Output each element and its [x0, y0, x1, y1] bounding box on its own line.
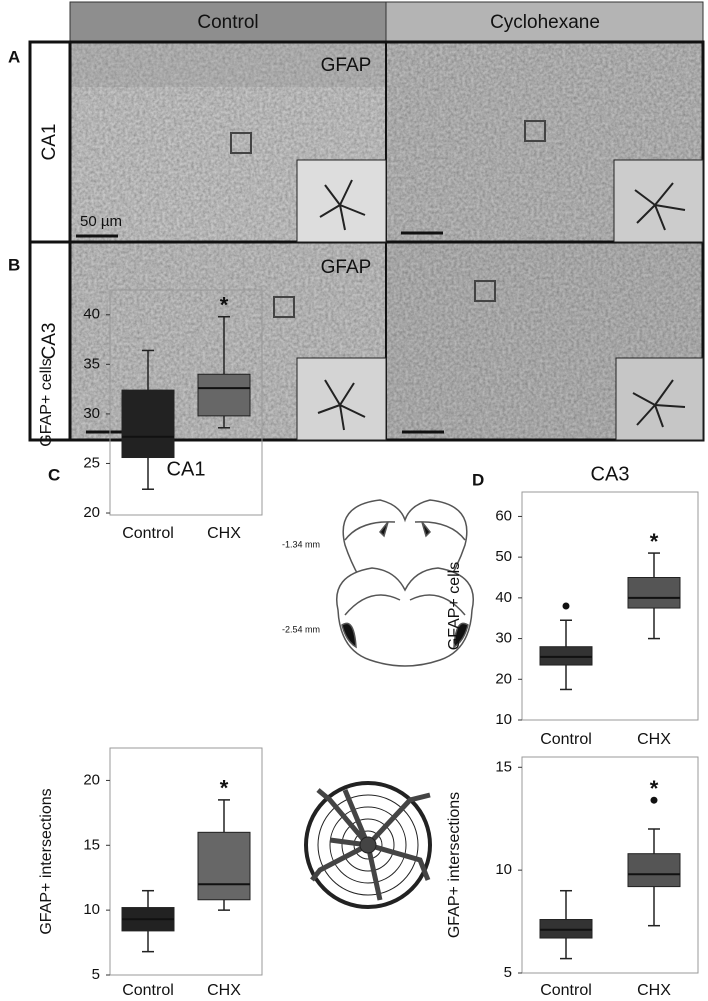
- y-tick-label: 5: [92, 966, 100, 983]
- outlier: [562, 602, 570, 610]
- x-tick-label: Control: [540, 982, 592, 999]
- y-tick-label: 20: [495, 670, 512, 687]
- box: [539, 646, 593, 666]
- plot-frame: [109, 289, 263, 516]
- x-tick-label: Control: [122, 982, 174, 999]
- y-axis-label: GFAP+ intersections: [446, 792, 463, 938]
- micrographs: [28, 40, 705, 442]
- y-tick-label: 30: [83, 405, 100, 422]
- x-tick-label: Control: [540, 731, 592, 748]
- y-tick-label: 10: [495, 711, 512, 728]
- section-label: -1.34 mm: [282, 539, 320, 549]
- plot-frame: [109, 747, 263, 976]
- header-cell: [385, 1, 704, 43]
- panel-label: A: [8, 47, 20, 66]
- astrocytes: [317, 179, 686, 431]
- significance: *: [650, 529, 659, 554]
- y-axis-label: GFAP+ cells: [38, 358, 55, 446]
- significance: *: [650, 776, 659, 801]
- panel-label: D: [472, 470, 484, 489]
- x-tick-label: CHX: [637, 982, 671, 999]
- scale-label: 50 µm: [80, 213, 122, 230]
- x-tick-label: CHX: [207, 525, 241, 542]
- outlier: [650, 796, 658, 804]
- x-tick-label: Control: [122, 525, 174, 542]
- y-tick-label: 25: [83, 454, 100, 471]
- y-tick-label: 35: [83, 355, 100, 372]
- y-tick-label: 50: [495, 548, 512, 565]
- stain-label: GFAP: [321, 55, 372, 76]
- chart-title: CA3: [591, 463, 630, 485]
- sholl-diagram: [304, 781, 432, 909]
- y-tick-label: 10: [83, 901, 100, 918]
- y-tick-label: 60: [495, 507, 512, 524]
- box: [627, 853, 681, 888]
- cell-layer: [70, 42, 386, 87]
- y-axis-label: GFAP+ cells: [446, 562, 463, 650]
- roi-box: [474, 280, 496, 302]
- x-tick-label: CHX: [637, 731, 671, 748]
- significance: *: [220, 776, 229, 801]
- stain-label: GFAP: [321, 257, 372, 278]
- box: [197, 831, 251, 901]
- y-tick-label: 10: [495, 861, 512, 878]
- box: [627, 577, 681, 609]
- y-tick-label: 15: [495, 758, 512, 775]
- y-tick-label: 15: [83, 836, 100, 853]
- section-label: -2.54 mm: [282, 624, 320, 634]
- plot-frame: [521, 756, 699, 974]
- roi-box: [273, 296, 295, 318]
- y-axis-label: GFAP+ intersections: [38, 788, 55, 934]
- plot-frame: [521, 491, 699, 721]
- box: [121, 389, 175, 459]
- y-tick-label: 40: [83, 306, 100, 323]
- panel-label: C: [48, 465, 60, 484]
- chart-title: CA1: [167, 458, 206, 480]
- y-tick-label: 20: [83, 504, 100, 521]
- brain-sections: [336, 499, 474, 667]
- y-tick-label: 5: [504, 964, 512, 981]
- panel-label: B: [8, 255, 20, 274]
- significance: *: [220, 293, 229, 318]
- roi-box: [230, 132, 252, 154]
- y-tick-label: 30: [495, 630, 512, 647]
- header-cell: [69, 1, 387, 43]
- y-tick-label: 20: [83, 771, 100, 788]
- box: [197, 373, 251, 417]
- inset: [296, 357, 387, 441]
- roi-box: [524, 120, 546, 142]
- region-label: CA3: [39, 323, 60, 360]
- column-header: Cyclohexane: [490, 12, 600, 33]
- region-label: CA1: [39, 124, 60, 161]
- box: [539, 919, 593, 939]
- column-header: Control: [197, 12, 258, 33]
- x-tick-label: CHX: [207, 982, 241, 999]
- y-tick-label: 40: [495, 589, 512, 606]
